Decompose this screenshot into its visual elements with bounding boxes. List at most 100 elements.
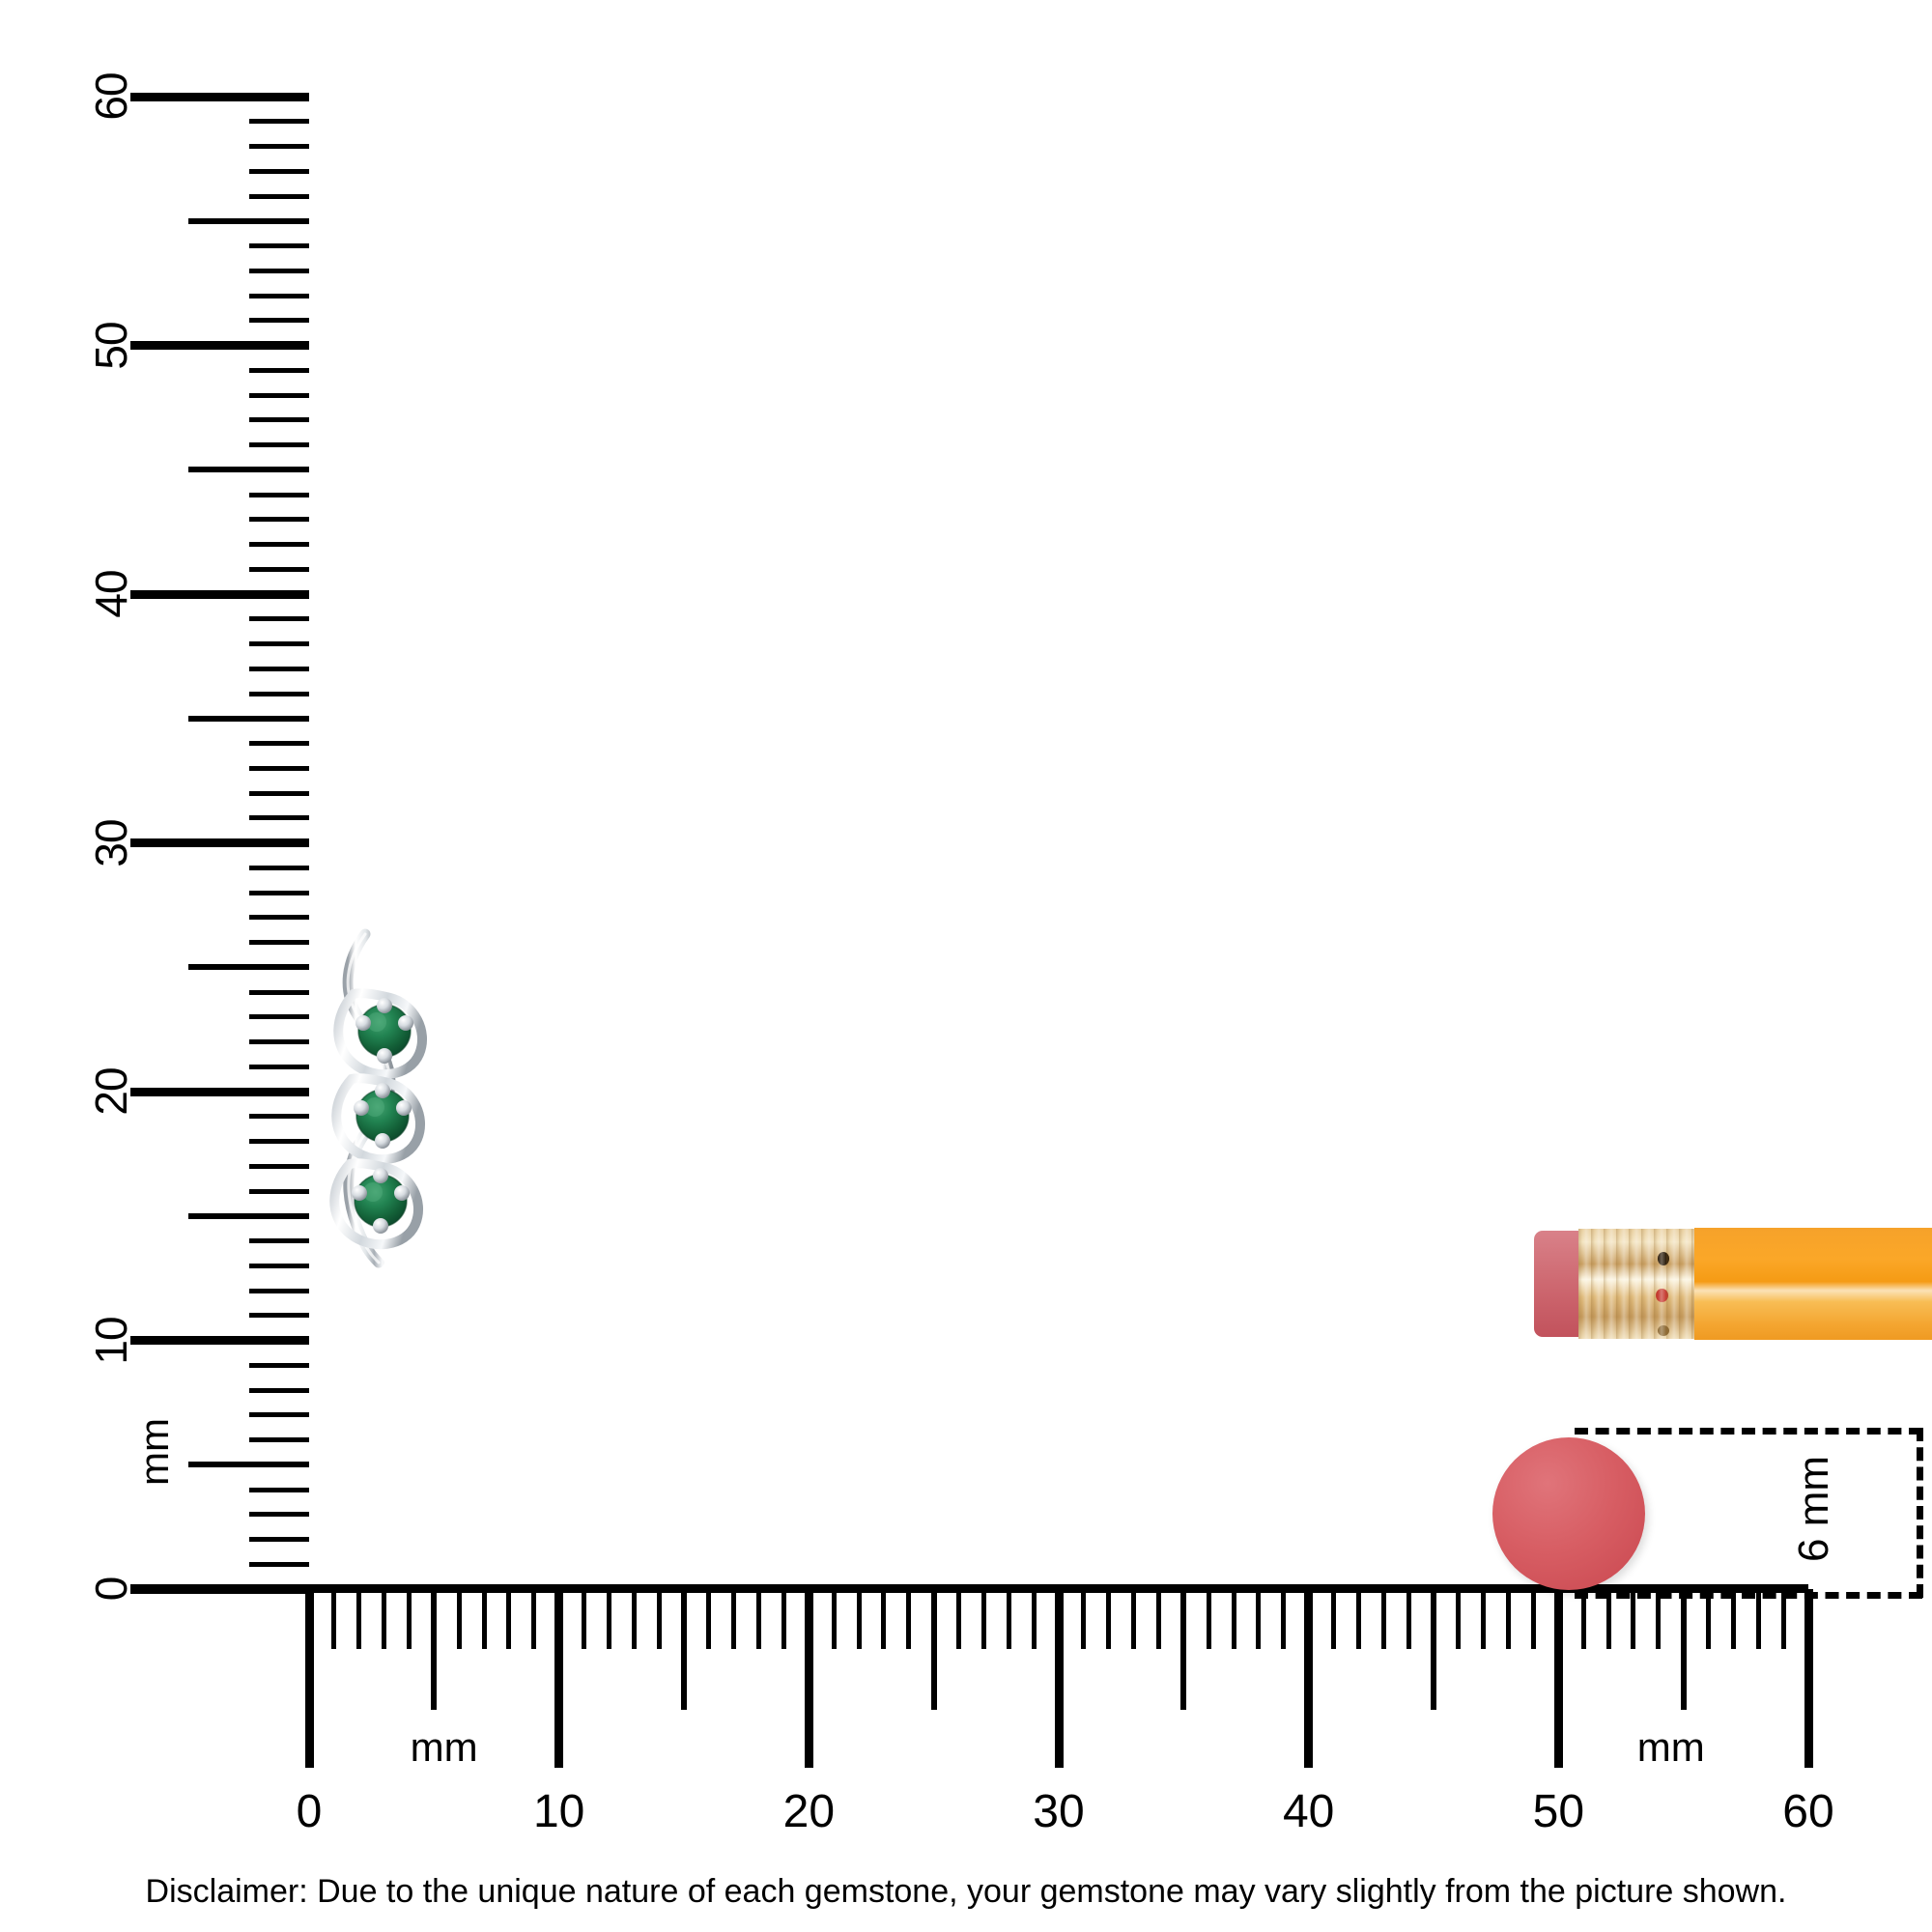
hruler-minor-tick	[1331, 1589, 1337, 1649]
vruler-minor-tick	[249, 168, 309, 174]
hruler-major-tick	[1054, 1589, 1064, 1768]
vruler-minor-tick	[249, 1163, 309, 1169]
vruler-minor-tick	[249, 865, 309, 870]
vruler-minor-tick	[249, 790, 309, 796]
vruler-minor-tick	[249, 442, 309, 447]
hruler-mid-tick	[930, 1589, 937, 1710]
vruler-label-50: 50	[86, 321, 136, 370]
hruler-minor-tick	[1481, 1589, 1487, 1649]
vruler-minor-tick	[249, 492, 309, 497]
vruler-minor-tick	[249, 1561, 309, 1567]
vruler-minor-tick	[249, 1313, 309, 1319]
hruler-minor-tick	[356, 1589, 362, 1649]
hruler-minor-tick	[980, 1589, 986, 1649]
hruler-minor-tick	[456, 1589, 462, 1649]
hruler-minor-tick	[706, 1589, 712, 1649]
vruler-minor-tick	[249, 1039, 309, 1044]
hruler-label-60: 60	[1782, 1786, 1834, 1837]
vruler-major-tick	[130, 838, 309, 847]
vruler-minor-tick	[249, 392, 309, 398]
vruler-minor-tick	[249, 1437, 309, 1442]
vruler-minor-tick	[249, 616, 309, 622]
hruler-minor-tick	[406, 1589, 412, 1649]
vertical-mm-ruler: 0 10 20 30 40 50 60 mm	[0, 0, 328, 1642]
vruler-minor-tick	[249, 243, 309, 248]
eraser-disc-reference-object	[1492, 1437, 1645, 1590]
ferrule-crimp-dot-middle	[1656, 1289, 1668, 1302]
vruler-minor-tick	[249, 1263, 309, 1268]
vruler-minor-tick	[249, 566, 309, 572]
vruler-minor-tick	[249, 1512, 309, 1518]
hruler-minor-tick	[1256, 1589, 1262, 1649]
hruler-major-tick	[304, 1589, 314, 1768]
hruler-minor-tick	[1730, 1589, 1736, 1649]
hruler-minor-tick	[956, 1589, 962, 1649]
hruler-minor-tick	[631, 1589, 637, 1649]
hruler-minor-tick	[881, 1589, 887, 1649]
hruler-minor-tick	[1656, 1589, 1662, 1649]
vruler-minor-tick	[249, 915, 309, 921]
hruler-minor-tick	[1231, 1589, 1236, 1649]
hruler-minor-tick	[1530, 1589, 1536, 1649]
hruler-minor-tick	[1106, 1589, 1112, 1649]
hruler-mid-tick	[681, 1589, 687, 1710]
hruler-major-tick	[804, 1589, 813, 1768]
hruler-minor-tick	[531, 1589, 537, 1649]
hruler-minor-tick	[831, 1589, 837, 1649]
hruler-minor-tick	[1456, 1589, 1462, 1649]
size-bracket-bottom-dash	[1575, 1592, 1922, 1599]
vruler-mid-tick	[188, 217, 309, 224]
vruler-label-20: 20	[86, 1067, 136, 1116]
pencil-eraser-icon	[1534, 1231, 1582, 1337]
hruler-label-20: 20	[782, 1786, 836, 1837]
pencil-ferrule-icon	[1578, 1229, 1696, 1339]
hruler-baseline	[130, 1584, 1808, 1593]
hruler-minor-tick	[906, 1589, 912, 1649]
hruler-minor-tick	[1580, 1589, 1586, 1649]
vruler-minor-tick	[249, 367, 309, 373]
hruler-major-tick	[1553, 1589, 1563, 1768]
vruler-minor-tick	[249, 1387, 309, 1393]
hruler-major-tick	[1304, 1589, 1314, 1768]
vruler-minor-tick	[249, 641, 309, 646]
vruler-minor-tick	[249, 666, 309, 671]
hruler-mid-tick	[431, 1589, 438, 1710]
vruler-mid-tick	[188, 467, 309, 473]
vruler-label-60: 60	[86, 72, 136, 121]
product-image-three-stone-swirl-pendant	[319, 923, 444, 1270]
vruler-minor-tick	[249, 1412, 309, 1418]
hruler-minor-tick	[1755, 1589, 1761, 1649]
vruler-minor-tick	[249, 268, 309, 273]
vruler-minor-tick	[249, 1188, 309, 1194]
hruler-minor-tick	[1355, 1589, 1361, 1649]
hruler-minor-tick	[1380, 1589, 1386, 1649]
vruler-minor-tick	[249, 1288, 309, 1293]
vruler-minor-tick	[249, 765, 309, 771]
hruler-label-30: 30	[1033, 1786, 1085, 1837]
vruler-minor-tick	[249, 542, 309, 547]
pencil-reference-object	[1534, 1225, 1932, 1343]
vruler-minor-tick	[249, 1238, 309, 1243]
hruler-minor-tick	[606, 1589, 611, 1649]
vruler-minor-tick	[249, 940, 309, 945]
hruler-minor-tick	[1131, 1589, 1137, 1649]
hruler-minor-tick	[506, 1589, 512, 1649]
hruler-mid-tick	[1180, 1589, 1187, 1710]
vruler-minor-tick	[249, 815, 309, 821]
vruler-mid-tick	[188, 964, 309, 971]
hruler-minor-tick	[1631, 1589, 1636, 1649]
disclaimer-text: Disclaimer: Due to the unique nature of …	[145, 1873, 1787, 1910]
hruler-minor-tick	[1780, 1589, 1786, 1649]
hruler-minor-tick	[656, 1589, 662, 1649]
hruler-minor-tick	[781, 1589, 786, 1649]
horizontal-mm-ruler: 0 10 20 30 40 50 60 mm mm	[0, 1584, 1932, 1835]
vruler-minor-tick	[249, 1362, 309, 1368]
size-bracket-top-dash	[1575, 1428, 1922, 1435]
vruler-minor-tick	[249, 293, 309, 298]
vruler-mid-tick	[188, 1212, 309, 1219]
hruler-label-40: 40	[1282, 1786, 1335, 1837]
vruler-minor-tick	[249, 741, 309, 746]
hruler-minor-tick	[582, 1589, 587, 1649]
vruler-minor-tick	[249, 144, 309, 149]
